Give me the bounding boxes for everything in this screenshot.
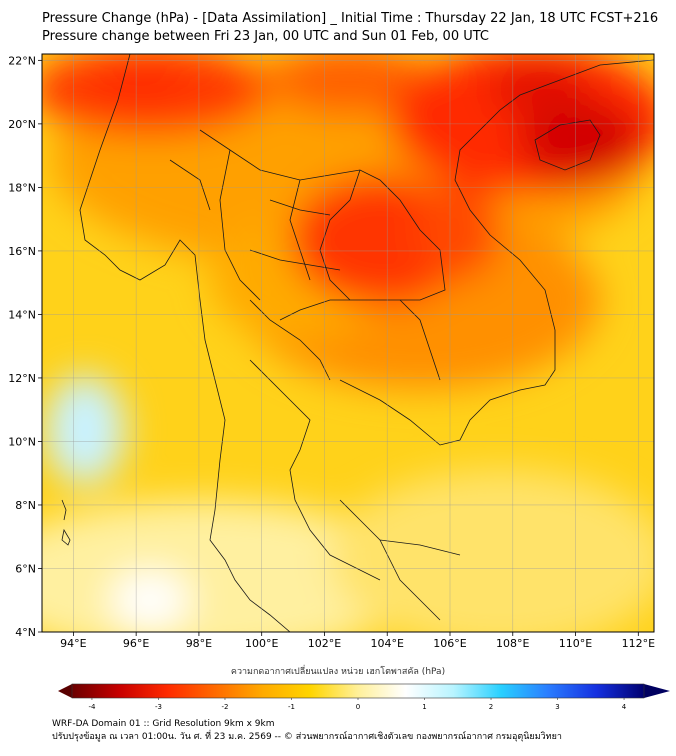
lat-label: 8°N <box>15 499 36 512</box>
pressure-field <box>42 54 654 632</box>
colorbar-tick-label: -1 <box>288 703 295 711</box>
lon-label: 106°E <box>433 637 466 650</box>
graticule <box>42 54 654 633</box>
lon-label: 108°E <box>496 637 529 650</box>
colorbar-label: ความกดอากาศเปลี่ยนแปลง หน่วย เฮกโตพาสคัล… <box>230 667 446 677</box>
latitude-labels: 22°N 20°N 18°N 16°N 14°N 12°N 10°N 8°N 6°N 4°N <box>8 54 42 639</box>
lon-label: 102°E <box>308 637 341 650</box>
lon-label: 98°E <box>186 637 212 650</box>
longitude-labels: 94°E 96°E 98°E 100°E 102°E 104°E 106°E 108°E 110… <box>60 632 655 650</box>
lon-label: 100°E <box>245 637 278 650</box>
chart-title: Pressure Change (hPa) - [Data Assimilati… <box>42 11 659 26</box>
lat-label: 18°N <box>8 181 36 194</box>
colorbar: -4 -3 -2 -1 0 1 2 3 4 <box>58 683 670 711</box>
colorbar-tick-label: 2 <box>489 703 493 711</box>
lat-label: 22°N <box>8 54 36 67</box>
lat-label: 12°N <box>8 372 36 385</box>
colorbar-tick-label: -4 <box>88 703 96 711</box>
colorbar-max-arrow <box>644 684 670 698</box>
lat-label: 20°N <box>8 118 36 131</box>
footer-model-info: WRF-DA Domain 01 :: Grid Resolution 9km … <box>52 719 275 729</box>
lat-label: 16°N <box>8 245 36 258</box>
lon-label: 110°E <box>559 637 592 650</box>
lon-label: 94°E <box>60 637 86 650</box>
lon-label: 104°E <box>371 637 404 650</box>
lon-label: 96°E <box>123 637 149 650</box>
chart-subtitle: Pressure change between Fri 23 Jan, 00 U… <box>42 29 489 44</box>
footer-credit: ปรับปรุงข้อมูล ณ เวลา 01:00น. วัน ศ. ที่… <box>52 732 562 742</box>
lat-label: 10°N <box>8 435 36 448</box>
lat-label: 6°N <box>15 562 36 575</box>
lon-label: 112°E <box>622 637 655 650</box>
map-frame <box>41 53 655 633</box>
colorbar-tick-label: 0 <box>356 703 360 711</box>
colorbar-tick-label: 3 <box>555 703 559 711</box>
lat-label: 14°N <box>8 308 36 321</box>
colorbar-tick-label: 1 <box>422 703 426 711</box>
colorbar-min-arrow <box>58 684 72 698</box>
colorbar-tick-label: 4 <box>622 703 627 711</box>
lat-label: 4°N <box>15 626 36 639</box>
colorbar-tick-label: -3 <box>155 703 162 711</box>
colorbar-tick-label: -2 <box>221 703 228 711</box>
colorbar-bar <box>72 684 644 698</box>
